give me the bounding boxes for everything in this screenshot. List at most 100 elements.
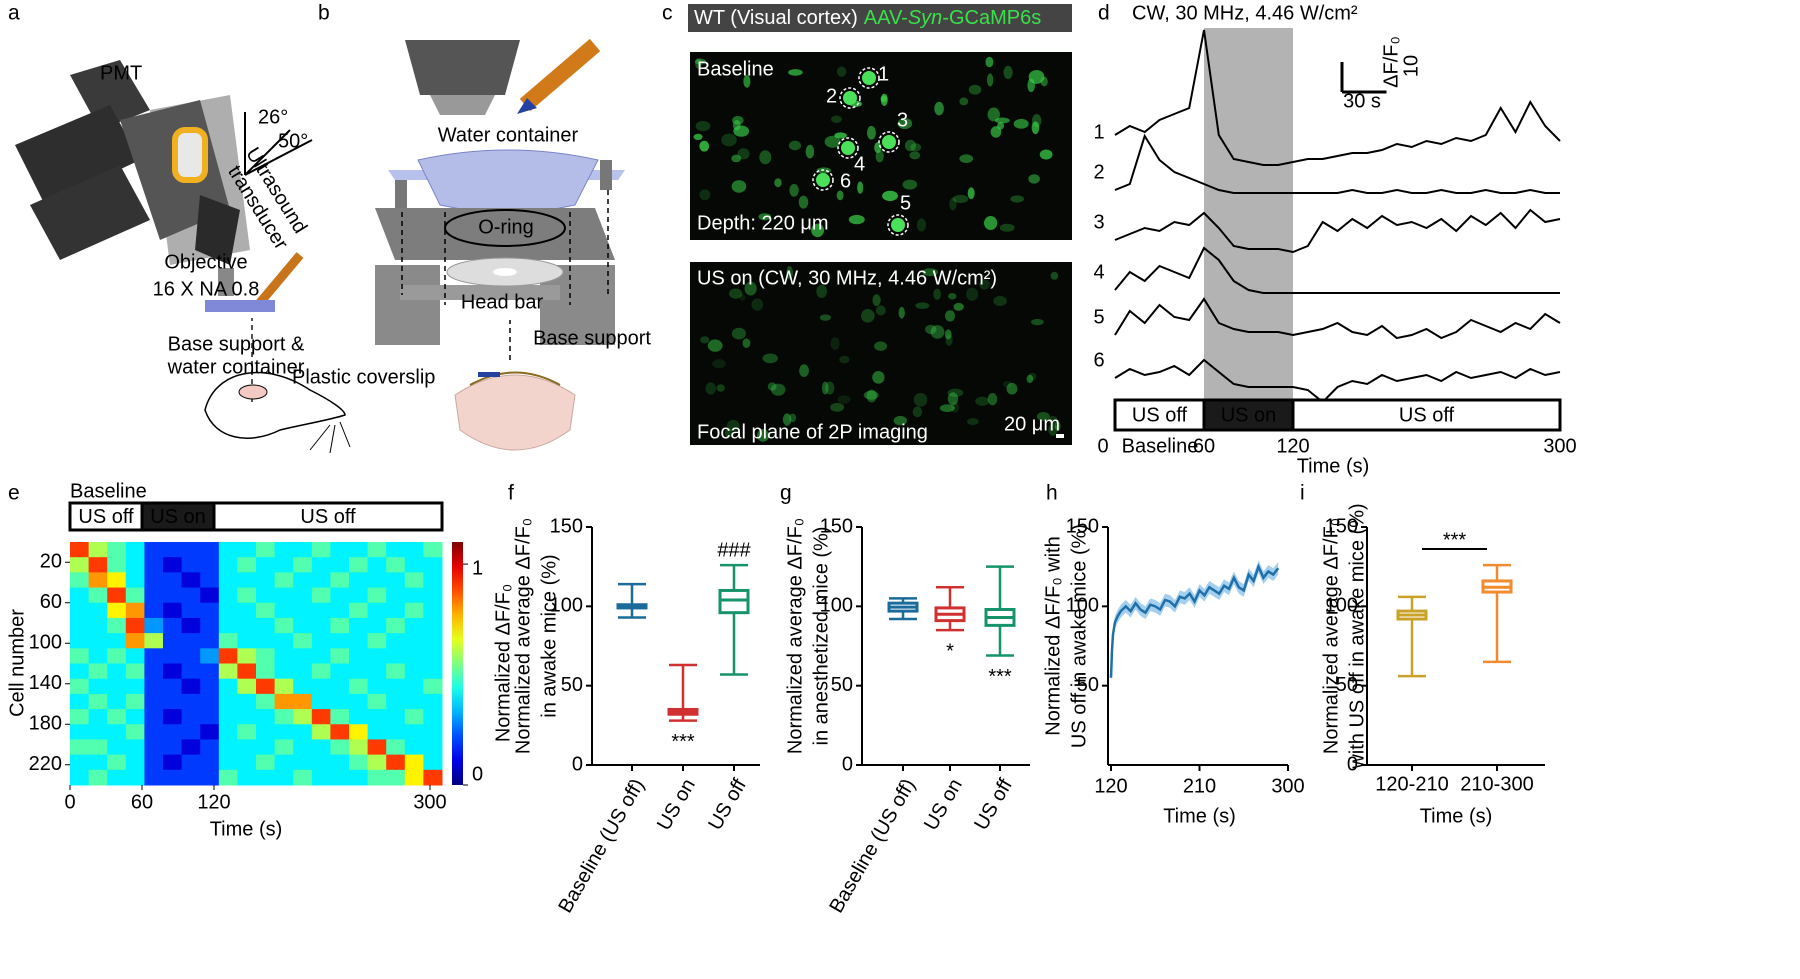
neuron	[863, 390, 879, 400]
neuron	[1028, 174, 1040, 184]
neuron	[767, 382, 777, 391]
heat-cell	[200, 724, 220, 740]
heat-cell	[88, 693, 108, 710]
pmt-body	[70, 60, 150, 130]
trace-label: 6	[1093, 349, 1104, 371]
caption: US on (CW, 30 MHz, 4.46 W/cm²)	[697, 267, 997, 289]
neuron	[737, 148, 750, 160]
heat-cell	[404, 557, 424, 573]
phase-label: US on	[150, 506, 206, 528]
heat-cell	[88, 678, 108, 695]
heat-cell	[386, 769, 406, 786]
heat-cell	[218, 572, 238, 589]
heat-cell	[367, 648, 387, 664]
x-tick-label: US on	[653, 775, 700, 834]
heat-cell	[70, 648, 90, 664]
heat-cell	[70, 709, 90, 725]
heat-cell	[293, 633, 313, 649]
neuron	[910, 143, 922, 152]
colorbar	[452, 542, 463, 785]
y-tick-label: 180	[29, 713, 62, 735]
heat-cell	[237, 617, 257, 634]
neuron	[882, 135, 896, 149]
heat-cell	[218, 617, 238, 634]
neuron	[967, 418, 979, 426]
scale-label: ΔF/F₀	[1380, 36, 1402, 88]
label: Base support &	[168, 333, 305, 355]
neuron	[759, 150, 772, 165]
x-tick-label: 210	[1183, 775, 1216, 797]
neuron	[1010, 195, 1025, 203]
neuron	[944, 310, 956, 322]
heat-cell	[293, 572, 313, 589]
y-axis-title: Normalized average ΔF/F₀	[1320, 518, 1342, 754]
heat-cell	[330, 587, 350, 604]
neuron	[721, 133, 737, 147]
heat-cell	[274, 633, 294, 649]
heat-cell	[404, 648, 424, 664]
heat-cell	[200, 617, 220, 634]
heat-cell	[423, 648, 443, 664]
heat-cell	[404, 693, 424, 710]
heat-cell	[349, 709, 369, 725]
heat-cell	[125, 572, 145, 589]
neuron	[939, 404, 955, 412]
panel-label: h	[1046, 482, 1058, 505]
cell-id: 6	[840, 170, 851, 192]
y-tick-label: 50	[1336, 674, 1358, 696]
heat-cell	[423, 633, 443, 649]
heat-cell	[311, 663, 331, 680]
significance: ***	[1443, 529, 1467, 551]
scale-bar	[1056, 434, 1064, 438]
heat-cell	[386, 617, 406, 634]
heat-cell	[237, 678, 257, 695]
heat-cell	[330, 693, 350, 710]
neuron	[744, 281, 757, 296]
heat-cell	[386, 587, 406, 604]
y-tick-label: 100	[820, 595, 853, 617]
y-tick-label: 100	[1325, 595, 1358, 617]
heat-cell	[218, 724, 238, 740]
x-tick-label: 300	[1543, 435, 1576, 457]
heat-cell	[386, 542, 406, 558]
heat-cell	[181, 587, 201, 604]
neuron	[1003, 65, 1013, 80]
heat-cell	[181, 724, 201, 740]
brain	[454, 374, 576, 451]
heat-cell	[144, 648, 164, 664]
heat-cell	[404, 602, 424, 619]
x-tick-label: 120	[1276, 435, 1309, 457]
heat-cell	[144, 572, 164, 589]
heat-cell	[330, 557, 350, 573]
cell-id: 3	[897, 109, 908, 131]
neuron	[966, 287, 979, 301]
neuron	[733, 125, 750, 137]
heat-cell	[423, 572, 443, 589]
heat-cell	[88, 587, 108, 604]
heat-cell	[274, 709, 294, 725]
heat-cell	[163, 542, 183, 558]
screw	[395, 180, 407, 210]
y-axis-title: with US off in awake mice (%)	[1346, 503, 1368, 769]
x-tick-label: Baseline (US off)	[554, 775, 648, 917]
heat-cell	[367, 542, 387, 558]
neuron	[837, 395, 851, 404]
heat-cell	[349, 602, 369, 619]
trace	[1114, 29, 1561, 166]
heat-cell	[218, 602, 238, 619]
neuron	[716, 384, 725, 392]
neuron	[874, 341, 887, 351]
stim-band	[1204, 28, 1293, 400]
neuron	[947, 392, 959, 406]
neuron	[872, 370, 885, 384]
heat-cell	[200, 557, 220, 573]
y-tick-label: 140	[29, 672, 62, 694]
neuron	[731, 327, 746, 340]
neuron	[944, 329, 952, 340]
y-axis-title: US off in awake mice (%)	[1068, 524, 1090, 748]
phase-box	[212, 501, 444, 532]
neuron	[707, 339, 723, 352]
heat-cell	[107, 542, 127, 558]
trace	[1114, 358, 1561, 404]
y-tick-label: 50	[561, 674, 583, 696]
